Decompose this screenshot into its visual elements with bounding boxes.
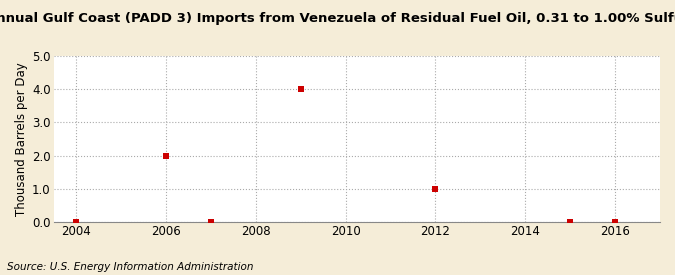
Point: [565, 219, 576, 224]
Point: [71, 219, 82, 224]
Y-axis label: Thousand Barrels per Day: Thousand Barrels per Day: [15, 62, 28, 216]
Text: Source: U.S. Energy Information Administration: Source: U.S. Energy Information Administ…: [7, 262, 253, 272]
Point: [295, 87, 306, 91]
Point: [610, 219, 620, 224]
Point: [205, 219, 216, 224]
Point: [430, 187, 441, 191]
Point: [161, 153, 171, 158]
Text: Annual Gulf Coast (PADD 3) Imports from Venezuela of Residual Fuel Oil, 0.31 to : Annual Gulf Coast (PADD 3) Imports from …: [0, 12, 675, 25]
